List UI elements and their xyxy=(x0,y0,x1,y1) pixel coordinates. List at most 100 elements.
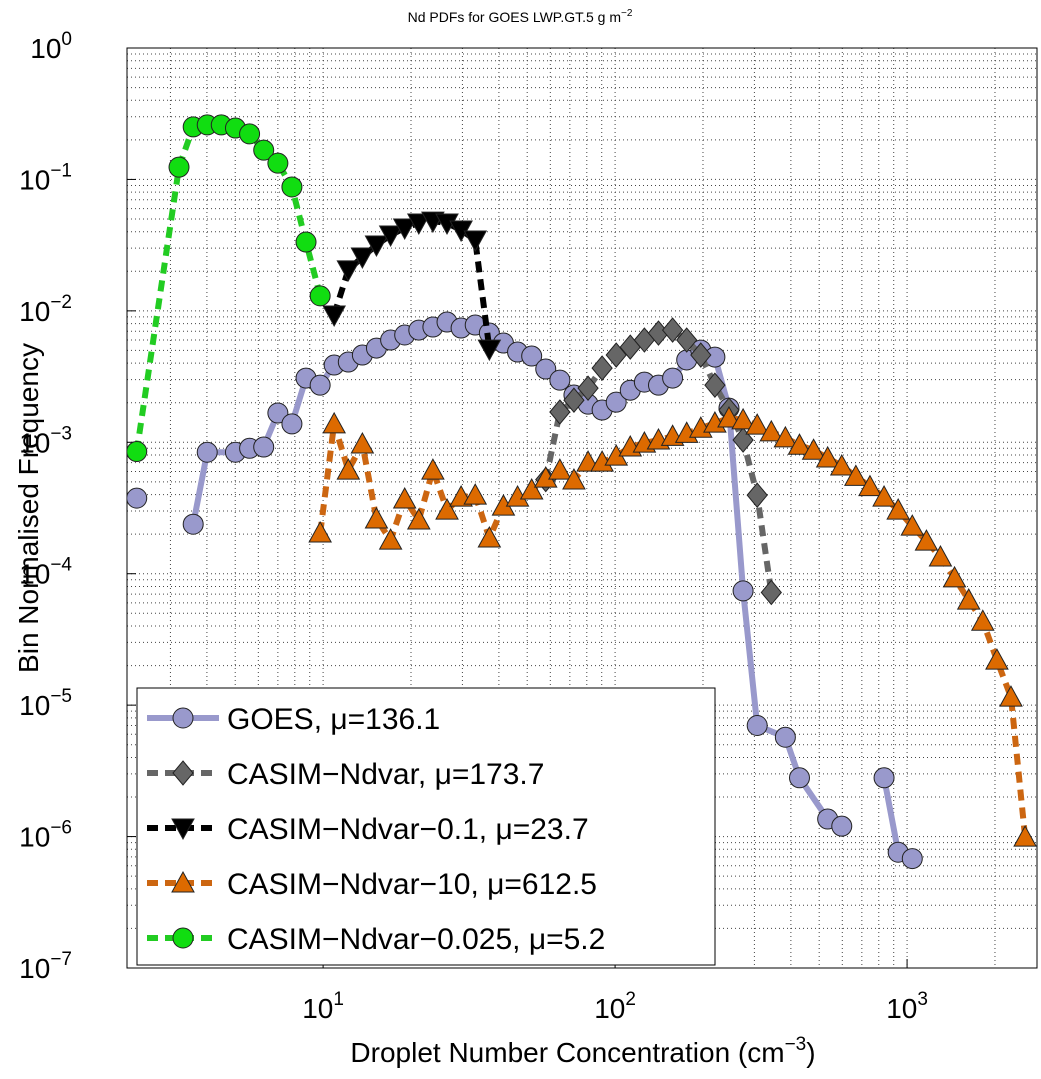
tick-sup: −1 xyxy=(50,160,72,181)
marker xyxy=(605,391,627,413)
marker xyxy=(127,487,148,509)
marker xyxy=(535,358,557,380)
marker xyxy=(378,528,403,550)
marker xyxy=(690,342,712,368)
legend-marker xyxy=(172,760,194,786)
title-text: Nd PDFs for GOES LWP.GT.5 g m xyxy=(408,9,621,25)
x-label-end: ) xyxy=(806,1037,815,1068)
marker xyxy=(322,305,346,328)
y-tick-label: 100 xyxy=(30,29,72,64)
tick-base: 10 xyxy=(19,164,50,195)
y-tick-label: 10−7 xyxy=(19,949,72,984)
marker xyxy=(774,726,796,748)
marker xyxy=(746,482,768,508)
tick-sup: 2 xyxy=(625,989,636,1010)
tick-sup: 3 xyxy=(917,989,928,1010)
marker xyxy=(731,407,755,430)
x-tick-label: 103 xyxy=(886,989,928,1024)
series xyxy=(127,114,331,463)
legend-label: CASIM−Ndvar−0.1, μ=23.7 xyxy=(227,813,589,846)
marker xyxy=(350,247,375,270)
marker xyxy=(309,374,331,396)
marker xyxy=(914,529,939,551)
marker xyxy=(872,485,896,507)
marker xyxy=(281,413,303,435)
legend-marker xyxy=(172,707,194,729)
marker xyxy=(858,474,882,497)
marker xyxy=(350,431,375,454)
marker xyxy=(831,815,853,837)
marker xyxy=(844,464,868,486)
marker xyxy=(168,156,190,178)
marker xyxy=(549,369,571,391)
marker xyxy=(392,486,417,509)
marker xyxy=(308,520,332,543)
marker xyxy=(717,405,741,428)
tick-sup: 0 xyxy=(61,29,72,50)
marker xyxy=(577,375,599,401)
marker xyxy=(676,327,698,353)
y-tick-label: 10−5 xyxy=(19,686,72,721)
series xyxy=(308,405,1037,847)
title-sup: −2 xyxy=(621,8,633,19)
y-tick-label: 10−1 xyxy=(19,160,72,195)
marker xyxy=(239,123,261,145)
marker xyxy=(322,411,346,434)
marker xyxy=(886,498,911,520)
marker xyxy=(364,235,389,258)
marker xyxy=(873,767,895,789)
legend-label: CASIM−Ndvar−0.025, μ=5.2 xyxy=(227,923,605,956)
marker xyxy=(661,317,684,343)
y-tick-label: 10−2 xyxy=(19,292,72,327)
tick-base: 10 xyxy=(594,993,625,1024)
marker xyxy=(477,525,502,548)
marker xyxy=(759,419,784,442)
tick-base: 10 xyxy=(302,993,333,1024)
tick-sup: −6 xyxy=(50,818,72,839)
marker xyxy=(253,139,275,161)
marker xyxy=(900,514,925,536)
marker xyxy=(732,580,754,602)
marker xyxy=(364,506,389,529)
marker xyxy=(267,402,289,424)
tick-sup: −4 xyxy=(50,555,72,576)
x-tick-label: 101 xyxy=(302,989,344,1024)
marker xyxy=(605,342,627,368)
marker xyxy=(519,478,544,500)
legend-marker xyxy=(172,927,194,949)
marker xyxy=(521,345,543,367)
tick-sup: −5 xyxy=(50,686,72,707)
marker xyxy=(746,715,768,737)
marker xyxy=(563,387,585,413)
legend-label: GOES, μ=136.1 xyxy=(227,703,440,736)
marker xyxy=(378,225,403,247)
marker xyxy=(829,453,854,476)
y-tick-label: 10−6 xyxy=(19,818,72,853)
marker xyxy=(127,441,148,463)
series xyxy=(322,211,502,362)
marker xyxy=(787,433,812,455)
marker xyxy=(336,260,361,282)
marker xyxy=(1013,825,1037,847)
tick-sup: 1 xyxy=(333,989,344,1010)
marker xyxy=(928,544,953,567)
marker xyxy=(267,152,289,174)
marker xyxy=(801,438,826,460)
marker xyxy=(463,483,488,505)
tick-base: 10 xyxy=(19,427,50,458)
legend-marker xyxy=(171,870,195,893)
marker xyxy=(182,513,204,535)
marker xyxy=(662,367,684,389)
marker xyxy=(745,413,770,435)
marker xyxy=(253,436,275,458)
marker xyxy=(562,468,586,490)
marker xyxy=(704,372,726,398)
marker xyxy=(760,579,782,606)
x-tick-label: 102 xyxy=(594,989,636,1024)
tick-base: 10 xyxy=(30,33,61,64)
marker xyxy=(549,399,571,425)
marker xyxy=(406,213,431,236)
marker xyxy=(295,231,317,253)
